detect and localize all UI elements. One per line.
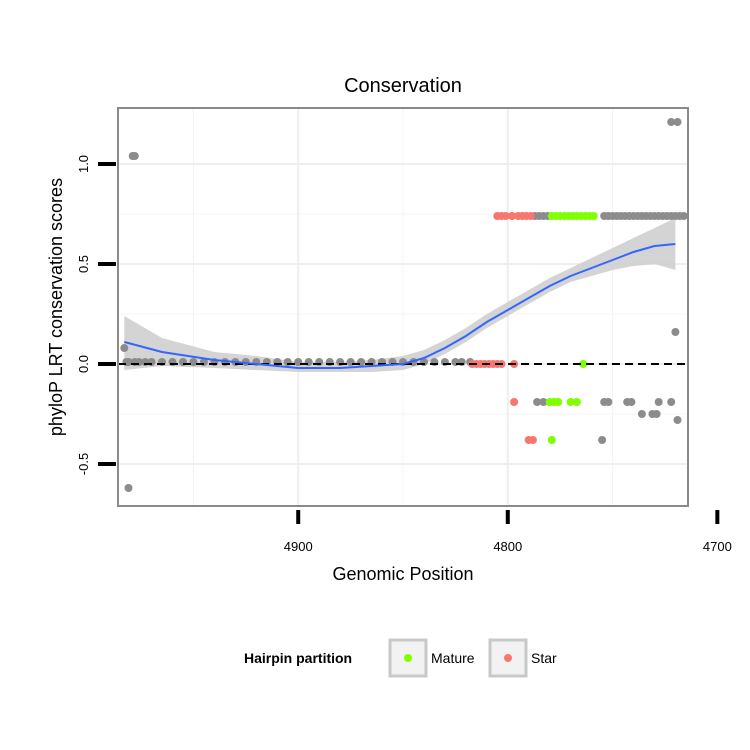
legend: Hairpin partition Mature Star (244, 638, 557, 678)
point-star (528, 436, 537, 444)
point-mature (589, 212, 598, 220)
legend-label-star: Star (531, 650, 557, 666)
point-other (189, 358, 198, 366)
point-other (130, 152, 139, 160)
y-tick-label: 0.0 (76, 355, 91, 373)
point-other (673, 118, 682, 126)
y-tick-label: 1.0 (76, 155, 91, 173)
point-other (667, 118, 676, 126)
point-star (508, 212, 516, 220)
legend-dot-star (504, 654, 512, 662)
point-other (533, 398, 542, 406)
point-other (598, 436, 607, 444)
point-other (120, 344, 129, 352)
point-mature (572, 398, 581, 406)
series-star (468, 212, 537, 444)
point-star (510, 398, 519, 406)
y-axis: 1.0 0.5 0.0 -0.5 (76, 155, 116, 475)
y-axis-title: phyloP LRT conservation scores (46, 178, 66, 436)
y-tick-label: 0.5 (76, 255, 91, 273)
point-other (673, 416, 682, 424)
chart-title: Conservation (344, 75, 462, 97)
point-other (124, 358, 133, 366)
y-tick-label: -0.5 (76, 453, 91, 475)
x-axis: 4900 4800 4700 (284, 510, 732, 554)
point-other (124, 484, 133, 492)
legend-entry-mature: Mature (388, 638, 475, 678)
point-other (604, 398, 613, 406)
x-axis-title: Genomic Position (332, 564, 473, 584)
point-other (671, 328, 680, 336)
legend-dot-mature (404, 654, 412, 662)
smooth-fit-line (124, 243, 676, 369)
smooth-confidence-ribbon (124, 218, 676, 372)
point-mature (547, 436, 556, 444)
plot-border (117, 107, 689, 507)
point-other (637, 410, 646, 418)
point-other (627, 398, 636, 406)
x-tick-label: 4900 (284, 539, 313, 554)
series-mature (545, 212, 598, 444)
legend-entry-star: Star (488, 638, 557, 678)
legend-title: Hairpin partition (244, 650, 352, 666)
legend-label-mature: Mature (431, 650, 475, 666)
x-tick-label: 4700 (703, 539, 732, 554)
point-other (654, 398, 663, 406)
point-star (501, 212, 510, 220)
point-other (667, 398, 676, 406)
point-other (652, 410, 661, 418)
point-other (679, 212, 688, 220)
data-points (120, 118, 688, 492)
point-mature (566, 398, 575, 406)
x-tick-label: 4800 (493, 539, 522, 554)
point-mature (579, 360, 588, 368)
point-mature (554, 398, 563, 406)
point-star (526, 212, 535, 220)
point-other (539, 398, 548, 406)
series-other (120, 118, 688, 492)
